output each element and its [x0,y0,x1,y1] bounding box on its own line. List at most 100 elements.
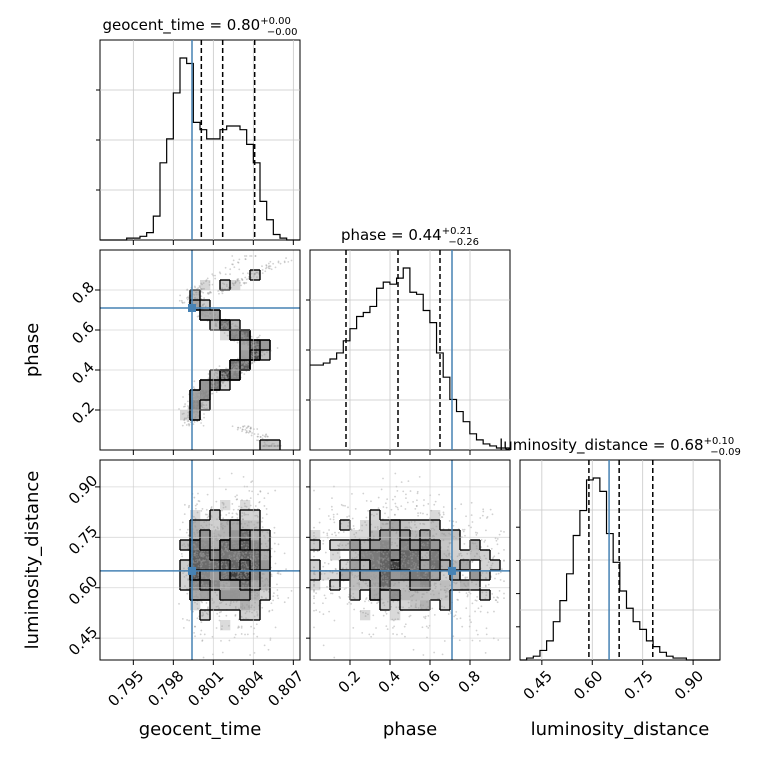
sample-point [364,600,366,603]
sample-point [500,530,502,533]
sample-point [413,565,416,568]
sample-point [196,547,199,550]
sample-point [246,336,248,339]
sample-point [221,551,224,554]
sample-point [207,392,210,394]
sample-point [394,472,397,475]
sample-point [249,557,252,560]
sample-point [347,525,349,527]
sample-point [225,377,228,380]
sample-point [365,524,368,526]
sample-point [187,534,190,537]
sample-point [503,530,505,533]
sample-point [352,585,355,588]
sample-point [375,575,378,577]
sample-point [415,603,417,605]
sample-point [260,542,263,545]
sample-point [432,544,435,547]
sample-point [201,384,204,387]
sample-point [445,576,448,579]
sample-point [342,567,344,570]
sample-point [208,523,211,526]
sample-point [210,576,213,578]
sample-point [405,497,407,499]
sample-point [323,572,326,575]
sample-point [430,575,433,578]
sample-point [185,424,188,426]
sample-point [273,526,276,529]
sample-point [390,593,393,596]
sample-point [201,403,204,406]
sample-point [377,562,380,564]
sample-point [261,530,264,533]
sample-point [341,573,344,576]
sample-point [231,335,234,338]
sample-point [201,574,203,577]
sample-point [475,533,478,536]
sample-point [232,590,235,592]
sample-point [254,344,257,346]
sample-point [245,546,248,549]
density-cell [400,580,411,591]
sample-point [406,501,409,504]
sample-point [202,312,205,315]
sample-point [196,529,199,532]
sample-point [237,596,240,598]
sample-point [237,333,240,336]
sample-point [194,399,197,402]
sample-point [251,355,253,358]
sample-point [257,353,259,355]
sample-point [495,573,498,575]
sample-point [380,598,383,601]
sample-point [213,553,216,555]
sample-point [184,585,186,588]
sample-point [254,514,257,517]
density-cell [240,340,251,351]
sample-point [201,547,203,550]
sample-point [221,542,224,545]
sample-point [240,335,243,337]
sample-point [414,590,416,593]
sample-point [203,416,205,419]
sample-point [406,561,409,564]
sample-point [410,547,413,550]
sample-point [213,535,216,538]
sample-point [382,563,385,566]
sample-point [253,354,256,357]
sample-point [256,516,259,518]
sample-point [247,532,250,535]
sample-point [210,582,213,585]
sample-point [273,531,276,534]
sample-point [204,315,207,318]
sample-point [205,279,208,281]
sample-point [257,567,260,570]
density-cell [410,560,421,571]
sample-point [211,583,214,586]
sample-point [253,347,256,350]
sample-point [400,558,403,561]
sample-point [216,594,218,597]
density-cell [190,540,201,551]
sample-point [237,261,240,264]
sample-point [393,625,396,628]
sample-point [251,580,254,583]
hist-title-geocent_time: geocent_time = 0.80+0.00 −0.00 [103,16,298,38]
sample-point [241,531,244,533]
sample-point [416,574,419,577]
sample-point [194,625,196,628]
sample-point [229,273,231,276]
sample-point [254,601,256,604]
density-cell [360,540,371,551]
sample-point [192,574,195,577]
sample-point [241,278,244,281]
sample-point [200,282,203,285]
sample-point [411,599,413,602]
density-cell [210,530,221,541]
sample-point [206,597,209,599]
sample-point [216,376,218,378]
sample-point [224,563,227,566]
sample-point [253,272,256,275]
sample-point [223,585,226,588]
sample-point [208,281,211,283]
sample-point [249,427,252,429]
